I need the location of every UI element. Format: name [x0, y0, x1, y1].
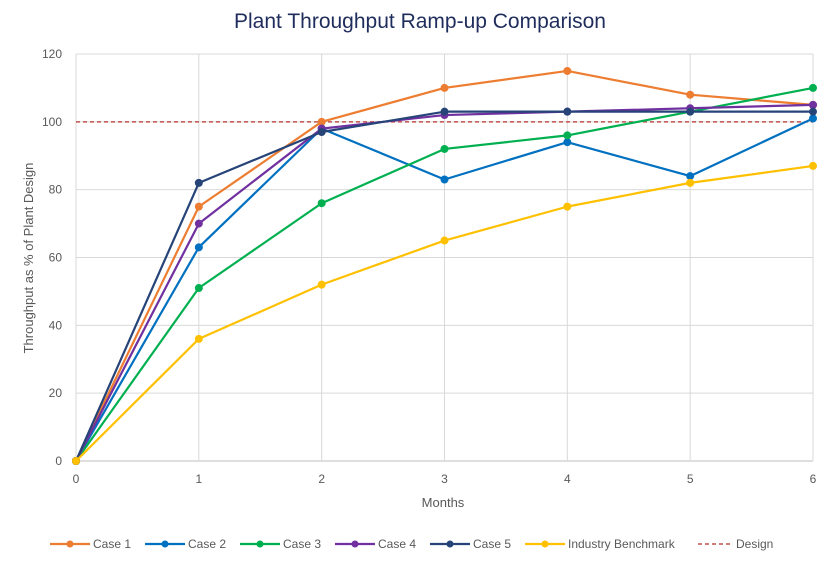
legend-label: Case 4	[378, 537, 416, 551]
data-point	[563, 202, 572, 211]
data-point	[440, 236, 449, 245]
data-point	[440, 144, 449, 153]
legend-marker	[541, 540, 549, 548]
data-point	[440, 83, 449, 92]
chart-title: Plant Throughput Ramp-up Comparison	[234, 10, 606, 33]
y-tick-label: 20	[49, 386, 63, 400]
series-industry-benchmark	[72, 161, 817, 465]
data-point	[317, 128, 326, 137]
data-point	[194, 334, 203, 343]
data-point	[809, 161, 817, 170]
data-point	[194, 243, 203, 252]
data-point	[809, 100, 817, 109]
legend-marker	[351, 540, 359, 548]
x-axis-label: Months	[422, 495, 465, 510]
y-tick-label: 0	[55, 454, 62, 468]
y-tick-label: 80	[49, 183, 63, 197]
legend-item: Case 5	[430, 537, 511, 551]
legend-item: Industry Benchmark	[525, 537, 676, 551]
x-tick-label: 3	[441, 472, 448, 486]
legend-item: Design	[698, 537, 773, 551]
data-point	[72, 457, 80, 465]
x-tick-label: 4	[564, 472, 571, 486]
legend: Case 1 Case 2 Case 3 Case 4 Case 5 Industry B…	[50, 537, 773, 551]
y-axis-ticks: 0 20 40 60 80 100 120	[42, 47, 62, 468]
data-point	[563, 131, 572, 140]
x-tick-label: 0	[73, 472, 80, 486]
legend-item: Case 3	[240, 537, 321, 551]
legend-item: Case 4	[335, 537, 416, 551]
data-point	[317, 280, 326, 289]
legend-label: Case 2	[188, 537, 226, 551]
x-tick-label: 5	[687, 472, 694, 486]
data-point	[809, 114, 817, 123]
x-tick-label: 6	[810, 472, 817, 486]
data-point	[194, 219, 203, 228]
data-point	[809, 107, 817, 116]
data-point	[194, 202, 203, 211]
y-tick-label: 120	[42, 47, 62, 61]
legend-marker	[256, 540, 264, 548]
data-point	[194, 178, 203, 187]
legend-marker	[446, 540, 454, 548]
y-tick-label: 100	[42, 115, 62, 129]
legend-label: Industry Benchmark	[568, 537, 676, 551]
legend-label: Case 5	[473, 537, 511, 551]
data-point	[317, 117, 326, 126]
y-tick-label: 40	[49, 318, 63, 332]
data-point	[686, 172, 695, 181]
y-axis-label: Throughput as % of Plant Design	[21, 163, 36, 354]
data-point	[809, 83, 817, 92]
data-point	[440, 107, 449, 116]
series-case-5	[72, 107, 817, 465]
legend-label: Case 3	[283, 537, 321, 551]
legend-item: Case 1	[50, 537, 131, 551]
x-tick-label: 1	[195, 472, 202, 486]
y-tick-label: 60	[49, 251, 63, 265]
x-tick-label: 2	[318, 472, 325, 486]
data-point	[440, 175, 449, 184]
legend-marker	[161, 540, 169, 548]
legend-item: Case 2	[145, 537, 226, 551]
data-point	[563, 107, 572, 116]
data-point	[317, 199, 326, 208]
data-point	[563, 138, 572, 147]
data-point	[686, 178, 695, 187]
x-axis-ticks: 0 1 2 3 4 5 6	[73, 472, 817, 486]
data-point	[563, 66, 572, 75]
legend-label: Case 1	[93, 537, 131, 551]
legend-marker	[66, 540, 74, 548]
data-point	[686, 90, 695, 99]
series-lines	[72, 66, 817, 465]
data-point	[686, 107, 695, 116]
data-point	[194, 284, 203, 293]
legend-label: Design	[736, 537, 773, 551]
